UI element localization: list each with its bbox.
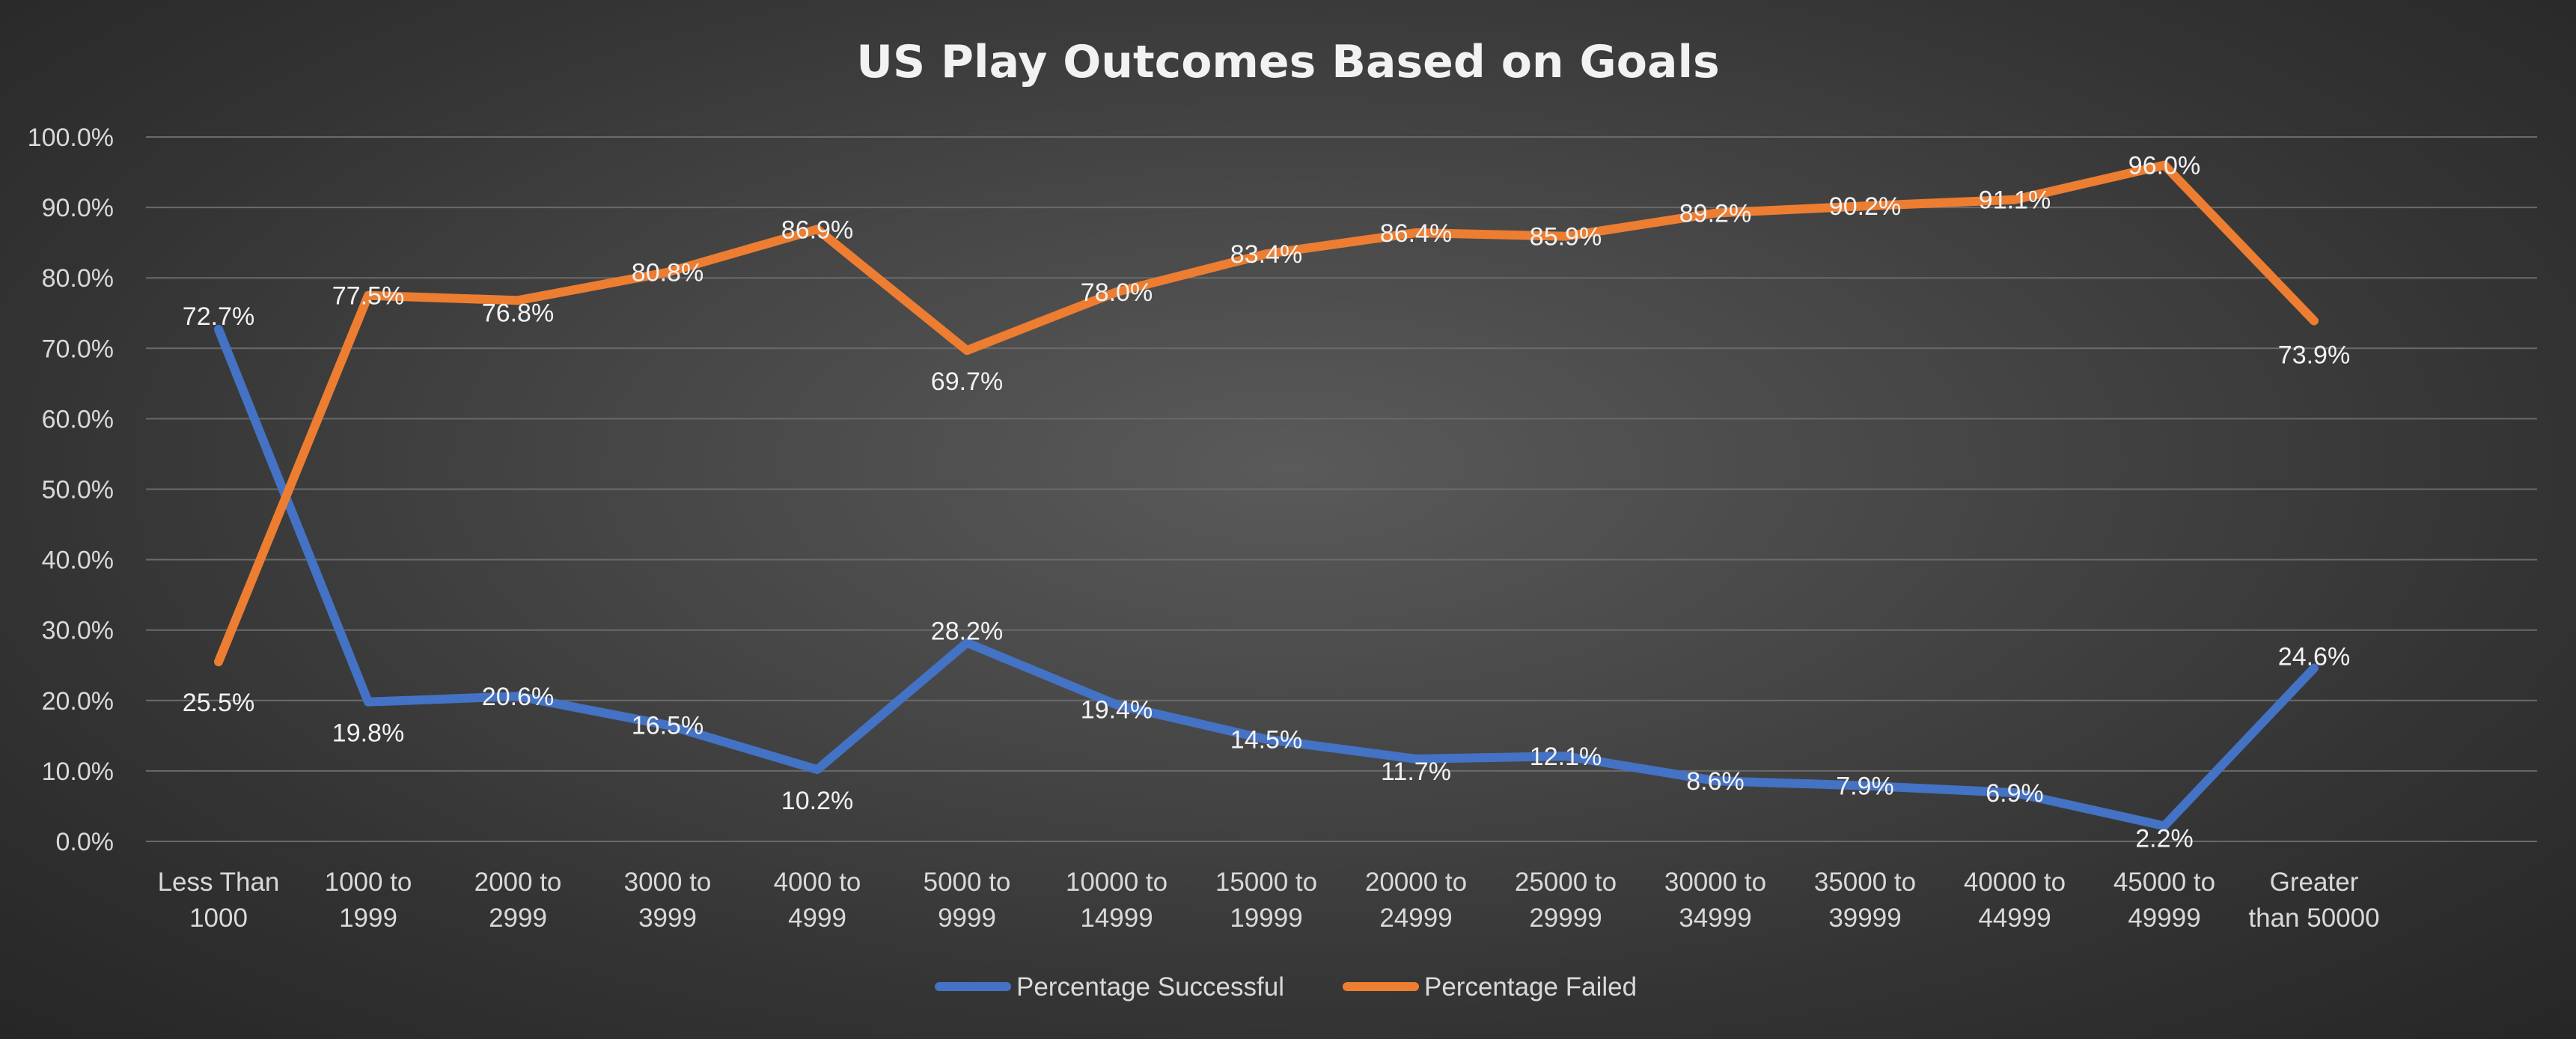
data-label: 7.9%	[1836, 773, 1894, 801]
y-tick-label: 20.0%	[42, 687, 114, 716]
y-tick-label: 70.0%	[42, 335, 114, 363]
legend-label: Percentage Failed	[1424, 972, 1637, 1002]
data-label: 19.4%	[1081, 695, 1153, 724]
data-label: 90.2%	[1829, 192, 1901, 221]
y-tick-label: 60.0%	[42, 405, 114, 433]
data-label: 76.8%	[482, 299, 554, 327]
chart-title: US Play Outcomes Based on Goals	[856, 36, 1720, 88]
data-label: 78.0%	[1081, 278, 1153, 307]
legend: Percentage Successful Percentage Failed	[935, 972, 1637, 1002]
data-label: 89.2%	[1679, 200, 1751, 228]
data-label: 6.9%	[1986, 779, 2044, 808]
data-label: 12.1%	[1530, 743, 1602, 771]
data-label: 16.5%	[632, 712, 703, 740]
x-axis-category-labels: Less Than 1000 1000 to 1999 2000 to 2999 3000 …	[158, 868, 2380, 933]
data-label: 19.8%	[332, 719, 404, 748]
data-label: 20.6%	[482, 683, 554, 711]
y-tick-label: 40.0%	[42, 546, 114, 575]
y-tick-label: 90.0%	[42, 194, 114, 222]
y-tick-label: 0.0%	[56, 828, 115, 856]
series-line-successful	[214, 324, 2319, 831]
x-category-label: 4000 to 4999	[774, 868, 861, 933]
x-category-label: 45000 to 49999	[2113, 868, 2215, 933]
data-label: 96.0%	[2128, 152, 2200, 180]
data-label: 86.4%	[1380, 219, 1452, 248]
x-category-label: Greater than 50000	[2248, 868, 2379, 933]
x-category-label: 15000 to 19999	[1215, 868, 1317, 933]
data-label: 14.5%	[1230, 726, 1302, 755]
y-tick-label: 50.0%	[42, 476, 114, 505]
x-category-label: 2000 to 2999	[474, 868, 562, 933]
data-labels: 72.7% 19.8% 20.6% 16.5% 10.2% 28.2% 19.4% 14.5%…	[183, 152, 2350, 853]
series-line-failed	[214, 160, 2319, 667]
series-lines	[214, 160, 2319, 831]
y-tick-label: 80.0%	[42, 264, 114, 293]
data-label: 25.5%	[183, 689, 254, 717]
data-label: 10.2%	[781, 787, 853, 815]
x-category-label: 25000 to 29999	[1515, 868, 1617, 933]
data-label: 80.8%	[632, 259, 703, 287]
x-category-label: 20000 to 24999	[1365, 868, 1467, 933]
x-category-label: 5000 to 9999	[924, 868, 1011, 933]
data-label: 2.2%	[2135, 824, 2194, 853]
y-tick-label: 10.0%	[42, 758, 114, 786]
x-category-label: 10000 to 14999	[1066, 868, 1168, 933]
y-tick-label: 100.0%	[28, 124, 114, 152]
data-label: 69.7%	[931, 368, 1003, 396]
x-category-label: 40000 to 44999	[1964, 868, 2066, 933]
data-label: 11.7%	[1381, 758, 1451, 786]
x-category-label: 1000 to 1999	[325, 868, 412, 933]
data-label: 73.9%	[2278, 341, 2350, 370]
data-label: 86.9%	[781, 216, 853, 244]
data-label: 24.6%	[2278, 643, 2350, 671]
data-label: 8.6%	[1686, 767, 1745, 796]
y-tick-label: 30.0%	[42, 617, 114, 645]
y-axis-tick-labels: 0.0% 10.0% 20.0% 30.0% 40.0% 50.0% 60.0% 70.0% 8…	[28, 124, 114, 856]
x-category-label: 3000 to 3999	[624, 868, 712, 933]
data-label: 91.1%	[1979, 186, 2051, 215]
x-category-label: 35000 to 39999	[1814, 868, 1916, 933]
data-label: 28.2%	[931, 618, 1003, 646]
data-label: 77.5%	[332, 282, 404, 311]
x-category-label: Less Than 1000	[158, 868, 280, 933]
legend-label: Percentage Successful	[1016, 972, 1284, 1002]
data-label: 83.4%	[1230, 240, 1302, 269]
x-category-label: 30000 to 34999	[1664, 868, 1766, 933]
data-label: 72.7%	[183, 302, 254, 331]
data-label: 85.9%	[1530, 223, 1602, 252]
